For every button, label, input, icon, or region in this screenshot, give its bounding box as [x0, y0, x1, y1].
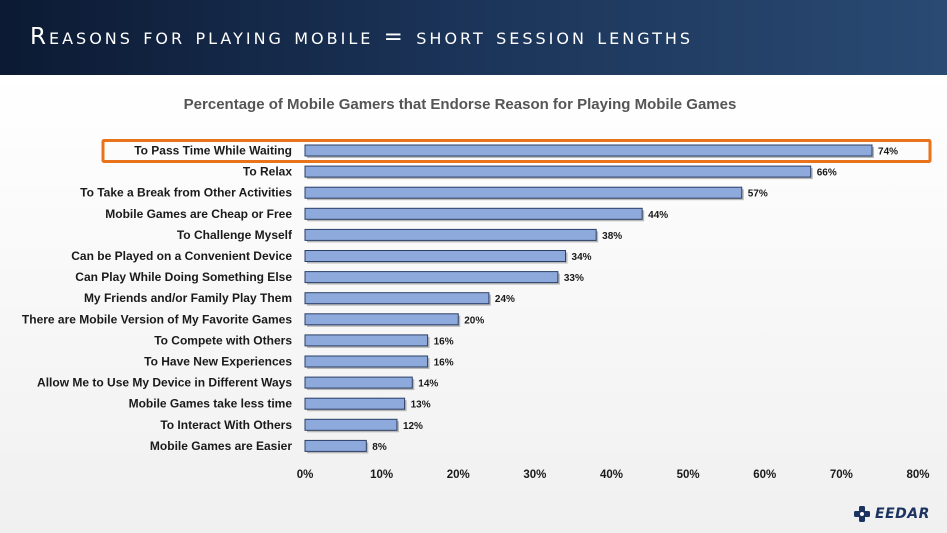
bar — [304, 186, 743, 199]
category-label: To Challenge Myself — [177, 228, 293, 242]
x-tick-label: 0% — [297, 469, 314, 481]
bar — [304, 228, 597, 241]
bar — [304, 418, 398, 431]
data-label: 34% — [572, 252, 592, 263]
chart-title: Percentage of Mobile Gamers that Endorse… — [183, 96, 737, 113]
x-tick-label: 20% — [447, 469, 470, 481]
data-label: 16% — [434, 336, 454, 347]
bar — [304, 165, 812, 178]
category-label: There are Mobile Version of My Favorite … — [22, 312, 292, 326]
bar — [304, 334, 429, 347]
data-label: 12% — [403, 421, 423, 432]
data-label: 8% — [372, 442, 387, 453]
category-label: Mobile Games are Cheap or Free — [105, 207, 292, 221]
category-label: To Relax — [243, 165, 292, 179]
bar — [304, 355, 429, 368]
data-label: 74% — [878, 147, 898, 158]
data-label: 66% — [817, 168, 837, 179]
x-tick-label: 60% — [753, 469, 776, 481]
bar — [304, 207, 643, 220]
x-tick-label: 50% — [677, 469, 700, 481]
data-label: 57% — [748, 189, 768, 200]
data-label: 20% — [464, 315, 484, 326]
data-label: 24% — [495, 294, 515, 305]
data-label: 16% — [434, 358, 454, 369]
category-label: My Friends and/or Family Play Them — [84, 291, 292, 305]
bar — [304, 376, 413, 389]
slide-title: Reasons for playing mobile = short sessi… — [30, 24, 694, 50]
bar — [304, 313, 459, 326]
x-tick-label: 40% — [600, 469, 623, 481]
category-label: To Take a Break from Other Activities — [80, 186, 292, 200]
category-label: Mobile Games take less time — [129, 397, 293, 411]
slide-header: Reasons for playing mobile = short sessi… — [0, 0, 947, 75]
category-label: To Have New Experiences — [144, 355, 292, 369]
bar — [304, 144, 873, 157]
bar — [304, 250, 567, 262]
eedar-logo: EEDAR — [852, 505, 930, 523]
category-label: To Interact With Others — [160, 418, 292, 432]
x-tick-label: 30% — [523, 469, 546, 481]
data-label: 14% — [418, 379, 438, 390]
bar — [304, 292, 490, 305]
eedar-logo-text: EEDAR — [875, 506, 930, 522]
bar — [304, 271, 559, 284]
category-label: To Pass Time While Waiting — [134, 144, 292, 158]
category-label: Mobile Games are Easier — [150, 439, 292, 453]
data-label: 38% — [602, 231, 622, 242]
x-tick-label: 10% — [370, 469, 393, 481]
highlight-box — [101, 139, 932, 163]
eedar-logo-icon — [854, 506, 870, 522]
category-label: To Compete with Others — [154, 333, 292, 347]
x-tick-label: 80% — [906, 469, 929, 481]
data-label: 33% — [564, 273, 584, 284]
bar — [304, 397, 406, 410]
data-label: 44% — [648, 210, 668, 221]
category-label: Allow Me to Use My Device in Different W… — [37, 376, 292, 390]
bar — [304, 439, 367, 452]
category-label: Can Play While Doing Something Else — [75, 270, 292, 284]
x-tick-label: 70% — [830, 469, 853, 481]
category-label: Can be Played on a Convenient Device — [71, 249, 292, 263]
data-label: 13% — [411, 400, 431, 411]
